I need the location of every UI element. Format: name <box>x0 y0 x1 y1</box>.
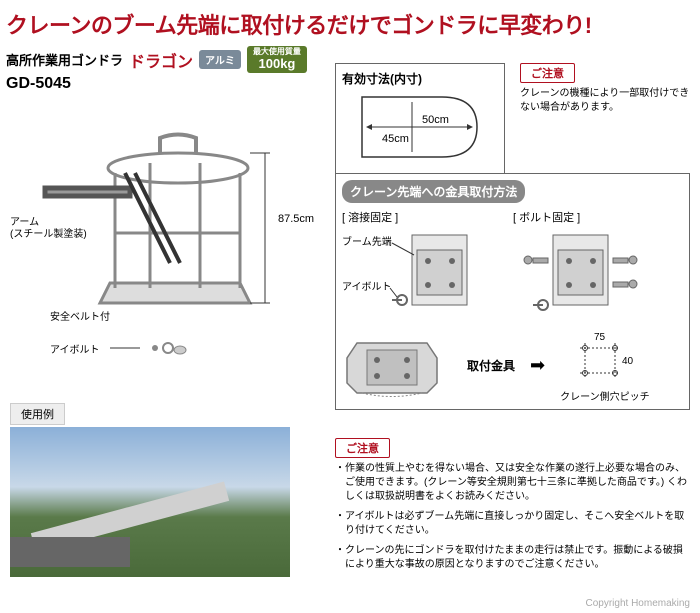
svg-text:ブーム先端: ブーム先端 <box>342 235 392 248</box>
caution-badge-2: ご注意 <box>335 438 390 458</box>
arm-label-2: (スチール製塗装) <box>10 225 87 240</box>
belt-label: 安全ベルト付 <box>50 308 110 323</box>
load-badge: 最大使用質量 100kg <box>247 46 307 73</box>
notes-section: ご注意 ・作業の性質上やむを得ない場合、又は安全な作業の遂行上必要な場合のみ、ご… <box>335 438 690 578</box>
svg-text:75: 75 <box>594 332 606 343</box>
caution-badge-1: ご注意 <box>520 63 575 83</box>
usage-photo <box>10 427 290 577</box>
height-dim: 87.5cm <box>278 213 314 225</box>
mount-col-bolt: [ ボルト固定 ] <box>513 209 683 320</box>
mount-section: クレーン先端への金具取付方法 [ 溶接固定 ] ブーム先端 アイボルト <box>335 173 690 410</box>
svg-text:アイボルト: アイボルト <box>342 281 392 293</box>
product-name: ドラゴン <box>129 48 193 72</box>
note-item: ・クレーンの先にゴンドラを取付けたままの走行は禁止です。振動による破損により重大… <box>335 544 690 572</box>
crane-base-graphic <box>10 537 130 567</box>
dimension-diagram: 50cm 45cm <box>342 87 497 162</box>
load-badge-value: 100kg <box>253 57 301 71</box>
usage-title: 使用例 <box>10 403 65 425</box>
bracket-label: 取付金具 <box>467 357 515 374</box>
usage-example: 使用例 <box>10 403 300 573</box>
note-item: ・アイボルトは必ずブーム先端に直接しっかり固定し、そこへ安全ベルトを取り付けてく… <box>335 510 690 538</box>
arrow-icon: ➡ <box>530 355 545 376</box>
mount-col2-title: [ ボルト固定 ] <box>513 209 683 225</box>
mount-col-weld: [ 溶接固定 ] ブーム先端 アイボルト <box>342 209 503 320</box>
note-item: ・作業の性質上やむを得ない場合、又は安全な作業の遂行上必要な場合のみ、ご使用でき… <box>335 462 690 504</box>
eyebolt-icon <box>110 338 190 358</box>
dim-d: 45cm <box>382 133 409 145</box>
notes-list: ・作業の性質上やむを得ない場合、又は安全な作業の遂行上必要な場合のみ、ご使用でき… <box>335 462 690 572</box>
pitch-label: クレーン側穴ピッチ <box>560 388 650 403</box>
pitch-diagram: 75 40 <box>560 328 640 383</box>
weld-diagram: ブーム先端 アイボルト <box>342 225 502 315</box>
category: 高所作業用ゴンドラ <box>6 50 123 69</box>
bracket-icon <box>342 328 452 403</box>
caution-box-1: ご注意 クレーンの機種により一部取付けできない場合があります。 <box>520 63 690 115</box>
dimension-box: 有効寸法(内寸) 50cm 45cm <box>335 63 505 174</box>
dimension-title: 有効寸法(内寸) <box>342 70 498 87</box>
bracket-row: 取付金具 ➡ 75 40 クレーン側穴ピッチ <box>342 328 683 403</box>
headline: クレーンのブーム先端に取付けるだけでゴンドラに早変わり! <box>0 0 700 44</box>
main-area: アーム (スチール製塗装) 87.5cm 安全ベルト付 アイボルト 使用例 有効… <box>0 93 700 613</box>
material-badge: アルミ <box>199 50 241 69</box>
product-figure: アーム (スチール製塗装) 87.5cm 安全ベルト付 アイボルト <box>10 93 320 353</box>
bolt-diagram <box>513 225 683 315</box>
mount-row: [ 溶接固定 ] ブーム先端 アイボルト [ ボルト固定 ] <box>342 209 683 320</box>
gondola-illustration <box>40 103 290 323</box>
mount-col1-title: [ 溶接固定 ] <box>342 209 503 225</box>
caution-text-1: クレーンの機種により一部取付けできない場合があります。 <box>520 87 690 115</box>
dim-w: 50cm <box>422 114 449 126</box>
mount-title: クレーン先端への金具取付方法 <box>342 180 525 203</box>
eyebolt-label: アイボルト <box>50 341 100 356</box>
svg-text:40: 40 <box>622 356 634 367</box>
pitch-diagram-wrap: 75 40 クレーン側穴ピッチ <box>560 328 650 403</box>
